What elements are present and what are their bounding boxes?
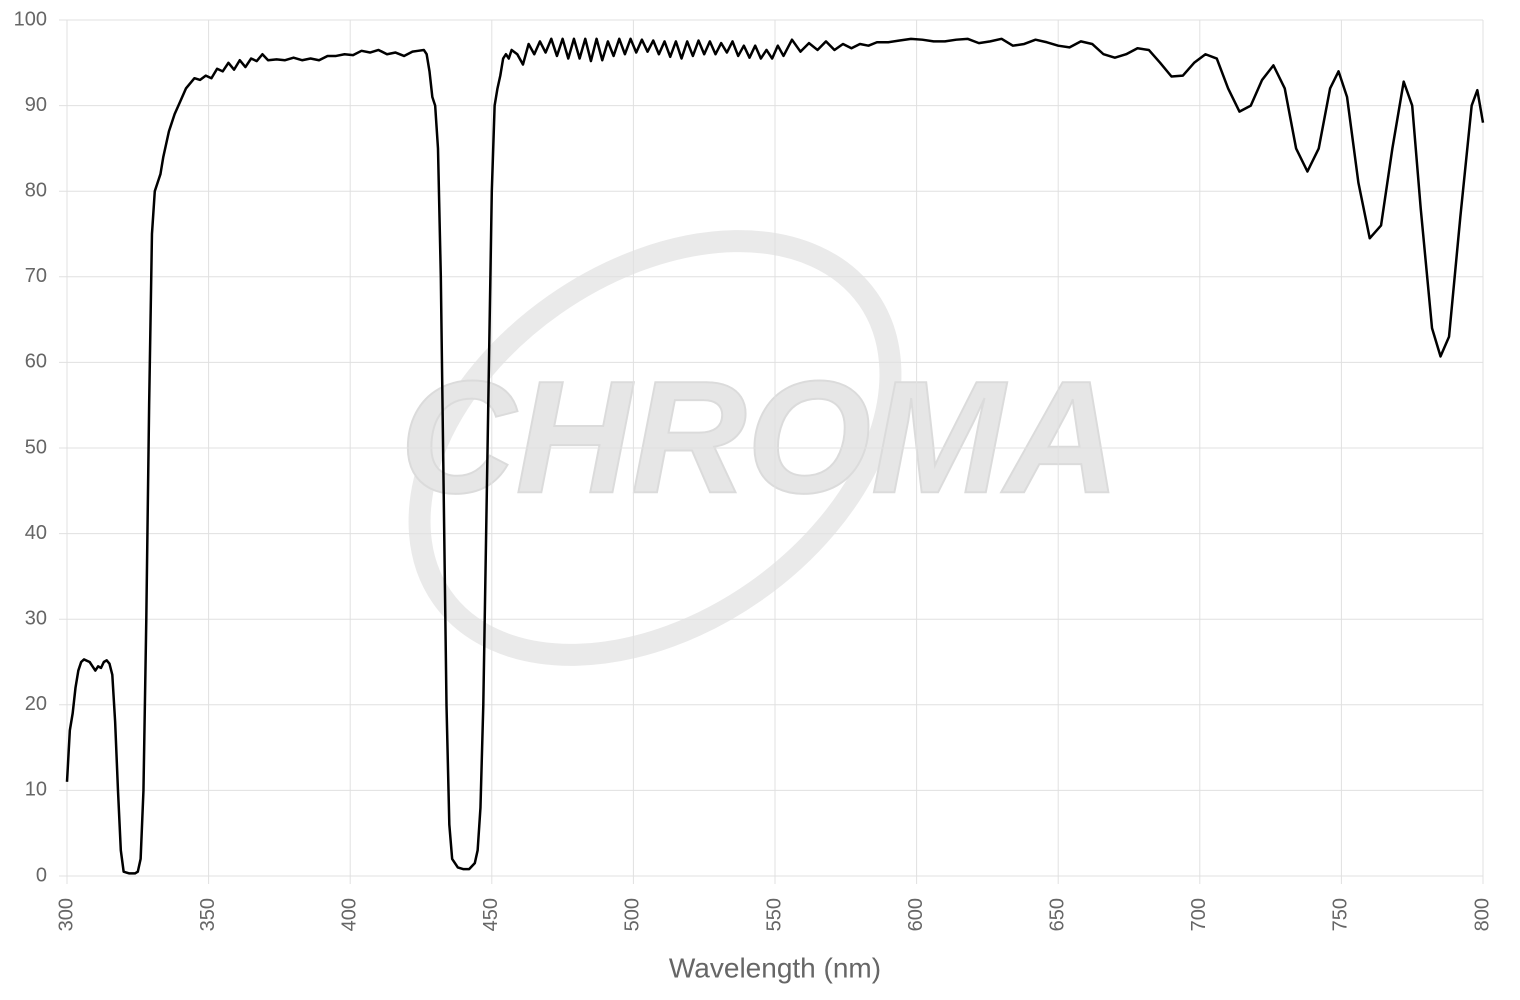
y-tick-label: 80 [25, 179, 47, 201]
x-tick-label: 500 [622, 898, 644, 931]
y-tick-label: 50 [25, 436, 47, 458]
y-tick-label: 10 [25, 779, 47, 801]
x-tick-label: 600 [905, 898, 927, 931]
x-tick-label: 750 [1330, 898, 1352, 931]
y-tick-label: 90 [25, 94, 47, 116]
data-line [65, 37, 1485, 875]
watermark: CHROMA [400, 347, 1120, 526]
y-tick-label: 30 [25, 607, 47, 629]
y-tick-label: 60 [25, 351, 47, 373]
x-tick-label: 400 [338, 898, 360, 931]
grid: 0 10 20 30 40 50 60 70 80 90 100 300 350 400 450 500 550… [14, 8, 1494, 931]
y-tick-label: 40 [25, 522, 47, 544]
x-tick-label: 350 [197, 898, 219, 931]
y-tick-label: 0 [36, 864, 47, 886]
x-tick-label: 800 [1471, 898, 1493, 931]
x-tick-label: 550 [763, 898, 785, 931]
x-tick-label: 300 [55, 898, 77, 931]
y-tick-label: 70 [25, 265, 47, 287]
plot [65, 37, 1485, 875]
x-tick-label: 450 [480, 898, 502, 931]
y-tick-label: 20 [25, 693, 47, 715]
x-tick-label: 650 [1046, 898, 1068, 931]
watermark-logo: CHROMA [399, 230, 1121, 666]
y-tick-label: 100 [14, 8, 47, 30]
x-axis-label: Wavelength (nm) [669, 952, 881, 983]
x-tick-label: 700 [1188, 898, 1210, 931]
